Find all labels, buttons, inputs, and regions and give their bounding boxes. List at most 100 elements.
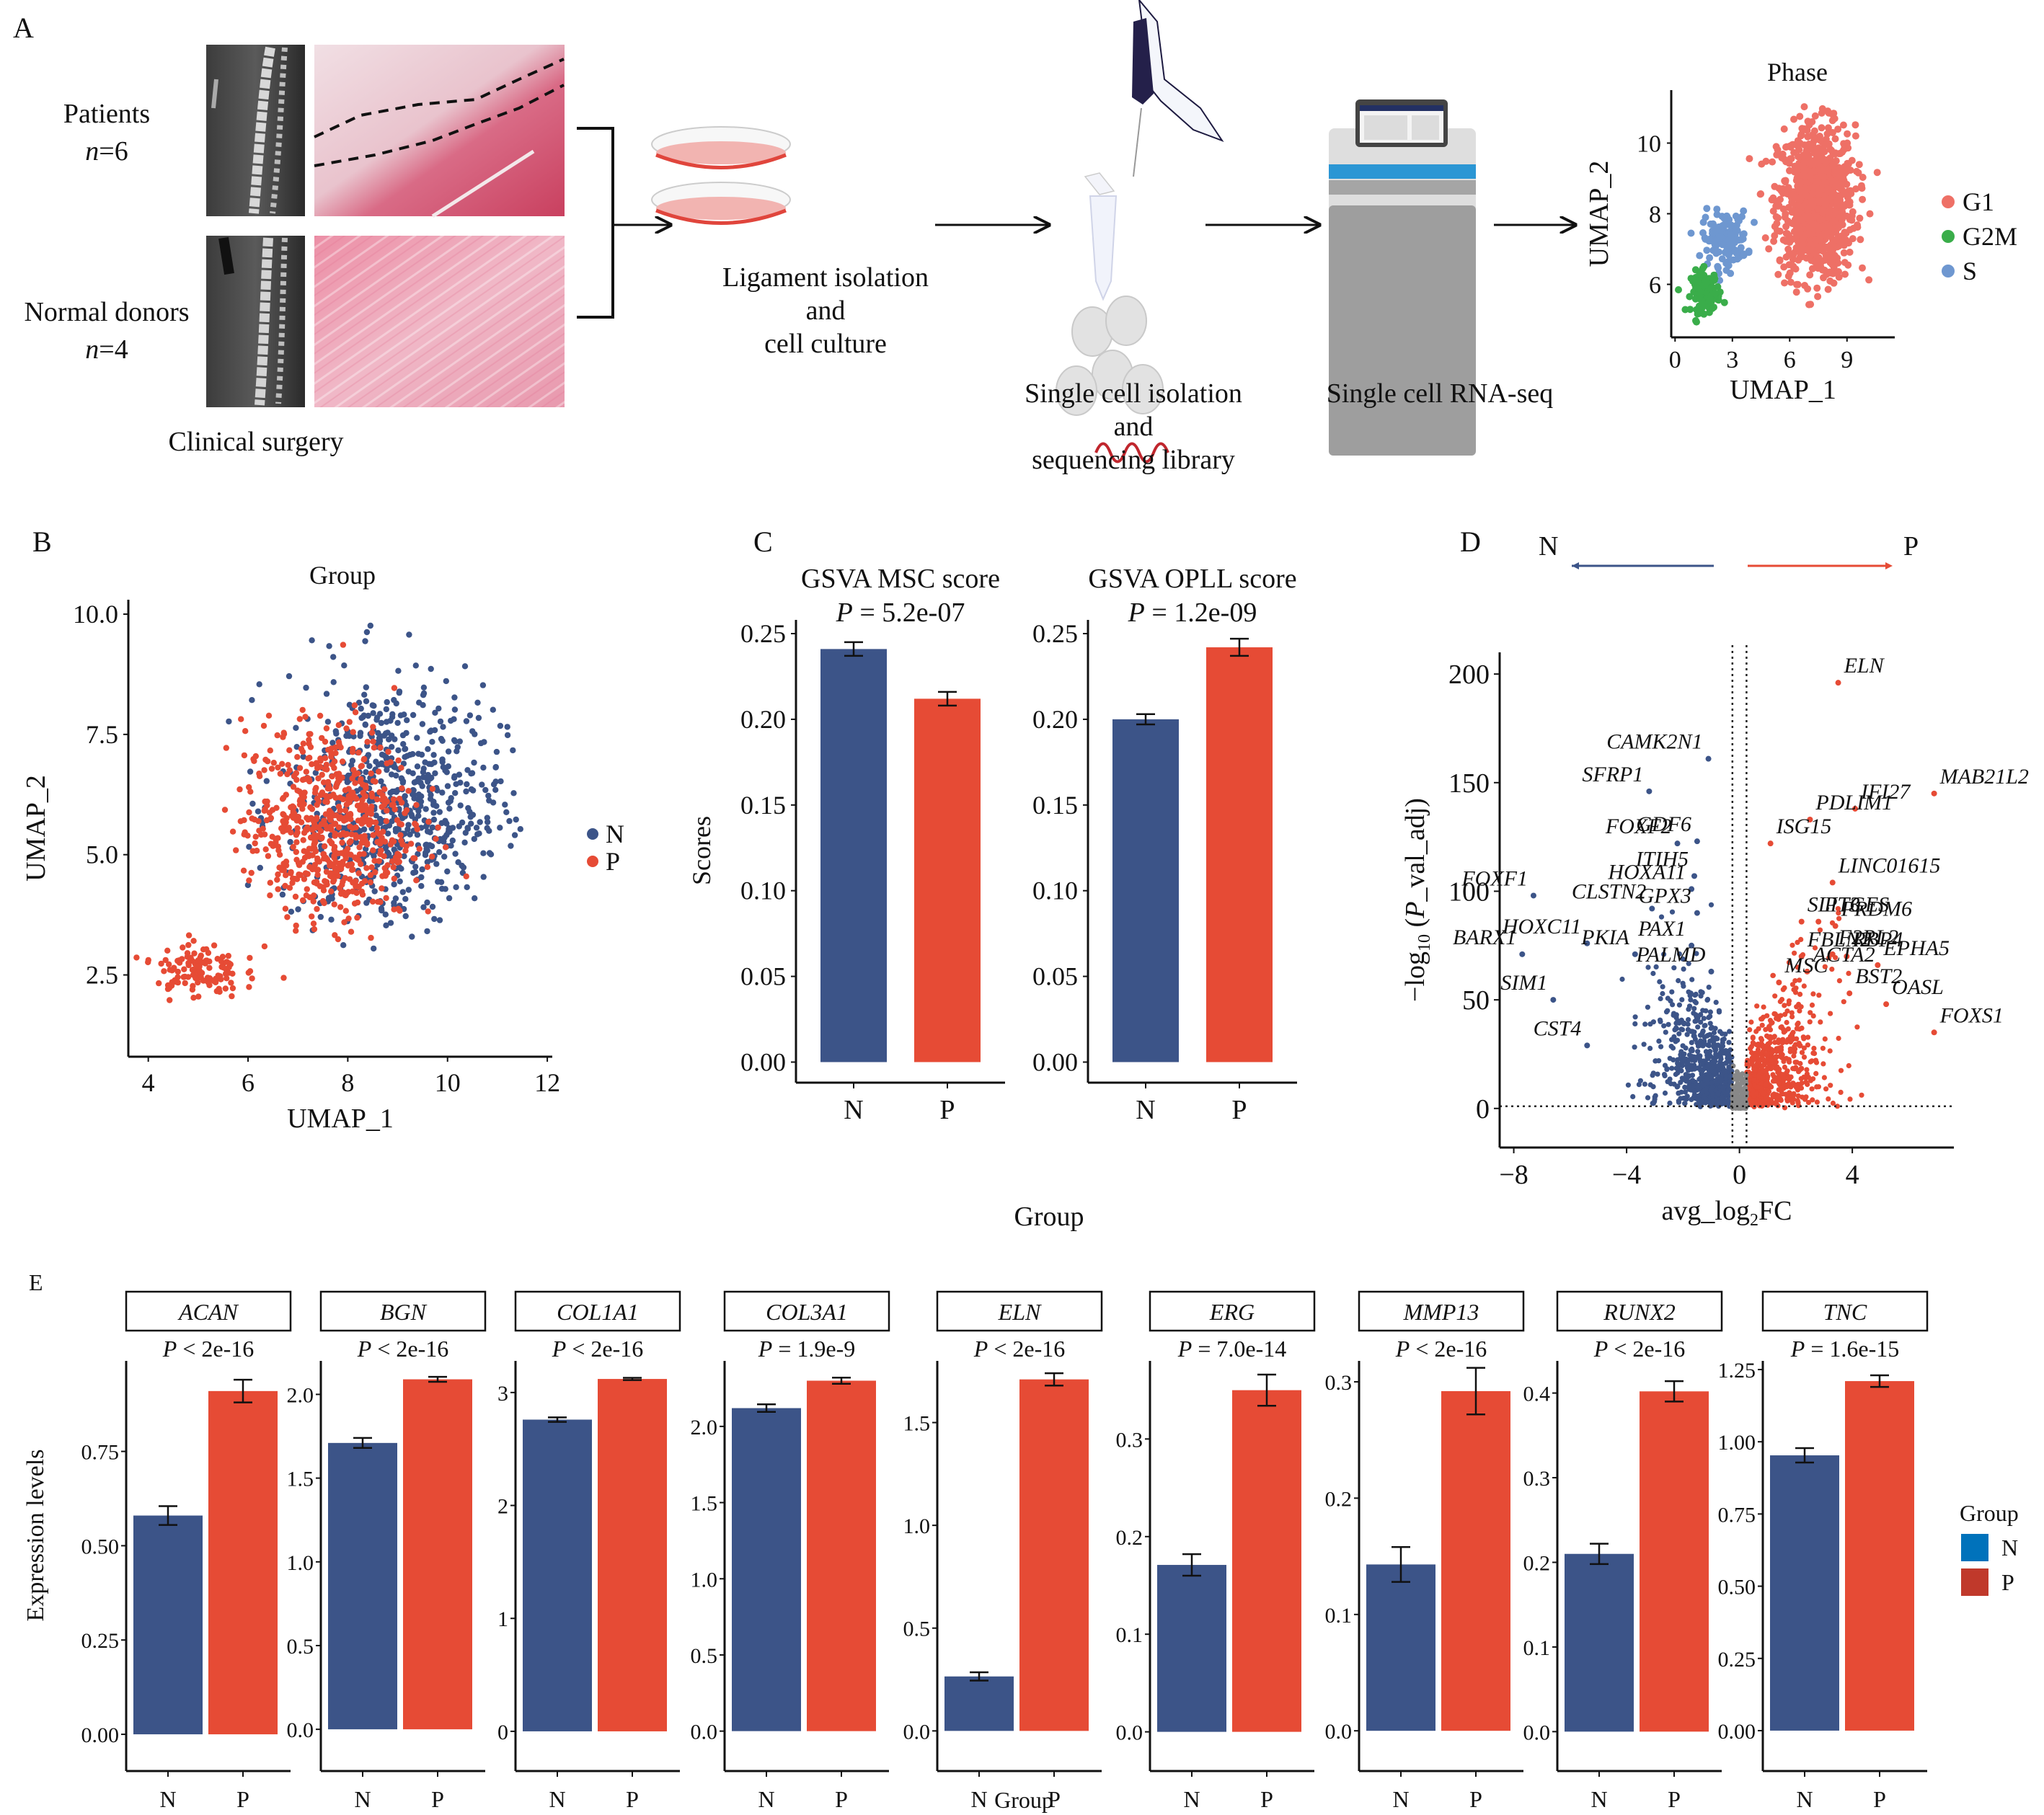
point-p	[1801, 1045, 1807, 1051]
point-n	[1679, 1063, 1685, 1069]
legend-label-g1: G1	[1963, 187, 1994, 216]
point-g1	[1826, 146, 1834, 153]
point-n	[486, 827, 492, 834]
point-n	[1695, 1049, 1701, 1055]
point-p	[412, 855, 418, 861]
point-g1	[1777, 195, 1784, 203]
y-tick-label: 0.5	[903, 1617, 931, 1641]
point-p	[347, 823, 353, 830]
x-tick-label: N	[758, 1786, 774, 1812]
point-p	[1775, 1075, 1781, 1080]
point-p	[1791, 1096, 1797, 1102]
x-tick-label: P	[1231, 1095, 1247, 1125]
point-n	[1680, 956, 1686, 962]
point-p	[355, 870, 362, 877]
point-n	[420, 769, 427, 776]
point-p	[252, 753, 259, 760]
point-p	[1809, 1002, 1815, 1008]
point-ns	[1738, 1096, 1744, 1101]
point-n	[445, 748, 452, 755]
point-n	[1689, 1073, 1696, 1078]
point-n	[312, 770, 319, 776]
point-g1	[1804, 117, 1812, 125]
point-p	[1834, 1104, 1840, 1109]
point-n	[1691, 1006, 1697, 1011]
y-tick-label: 0.0	[1116, 1721, 1143, 1745]
point-g1	[1849, 224, 1857, 232]
point-n	[1662, 1090, 1668, 1096]
step2-line3: sequencing library	[1032, 445, 1235, 475]
point-n	[1676, 1002, 1682, 1008]
legend-dot-p	[587, 856, 598, 867]
point-n	[464, 884, 470, 891]
point-n	[389, 744, 395, 750]
legend-label-n: N	[606, 820, 624, 848]
point-n	[414, 735, 420, 741]
point-p	[350, 879, 356, 886]
point-n	[445, 763, 451, 770]
point-n	[1665, 1079, 1671, 1085]
point-p	[252, 833, 259, 840]
point-n	[1695, 1053, 1701, 1060]
point-n	[395, 667, 402, 674]
point-p	[1793, 985, 1799, 991]
point-n	[279, 891, 286, 898]
point-p	[364, 841, 371, 848]
point-p	[310, 818, 317, 825]
point-ns	[1738, 1086, 1743, 1092]
point-n	[452, 790, 459, 796]
point-n	[286, 673, 293, 680]
point-p	[318, 835, 325, 842]
point-n	[1691, 1094, 1696, 1100]
point-p	[215, 972, 221, 979]
point-p	[1821, 1075, 1827, 1080]
point-n	[1692, 1057, 1698, 1063]
p-symbol: P	[162, 1336, 177, 1362]
point-n	[457, 802, 464, 809]
bar-n	[1366, 1564, 1435, 1731]
point-p	[1760, 1075, 1766, 1081]
point-n	[431, 759, 438, 766]
point-p	[1836, 1035, 1841, 1042]
point-p	[372, 778, 379, 785]
point-p	[279, 760, 286, 768]
point-n	[389, 788, 396, 795]
y-tick-label: 0.5	[691, 1644, 718, 1668]
point-n	[1698, 1019, 1704, 1025]
point-labelled	[1646, 788, 1653, 794]
point-n	[435, 705, 442, 712]
point-n	[1688, 1087, 1694, 1093]
point-p	[260, 722, 267, 729]
point-g1	[1756, 190, 1764, 198]
point-p	[176, 957, 182, 964]
point-labelled	[1689, 942, 1695, 949]
point-g1	[1789, 250, 1797, 258]
point-p	[156, 980, 162, 987]
point-p	[221, 807, 229, 813]
ct-scan-patient	[206, 45, 305, 216]
x-tick-label: 6	[242, 1068, 255, 1097]
gene-label: SFRP1	[1582, 763, 1643, 786]
point-p	[1753, 1063, 1758, 1069]
point-n	[474, 831, 481, 838]
point-g1	[1779, 236, 1787, 244]
facet-gene-label: COL1A1	[557, 1299, 639, 1325]
legend-swatch-n	[1961, 1534, 1988, 1561]
point-p	[1766, 1024, 1771, 1030]
point-p	[1786, 1001, 1792, 1007]
point-p	[1782, 985, 1787, 991]
point-p	[385, 748, 391, 755]
point-n	[463, 718, 470, 724]
point-n	[1695, 1024, 1701, 1030]
point-ns	[1733, 1077, 1739, 1082]
point-p	[296, 765, 304, 771]
point-g1	[1796, 187, 1804, 195]
y-tick-label: 100	[1448, 877, 1490, 907]
facet-gene-label: ELN	[998, 1299, 1042, 1325]
y-tick-label: 0.4	[1523, 1383, 1551, 1406]
point-n	[1619, 976, 1625, 982]
point-p	[262, 846, 269, 853]
point-n	[1675, 1018, 1681, 1024]
point-n	[378, 778, 384, 785]
point-g1	[1782, 223, 1790, 231]
